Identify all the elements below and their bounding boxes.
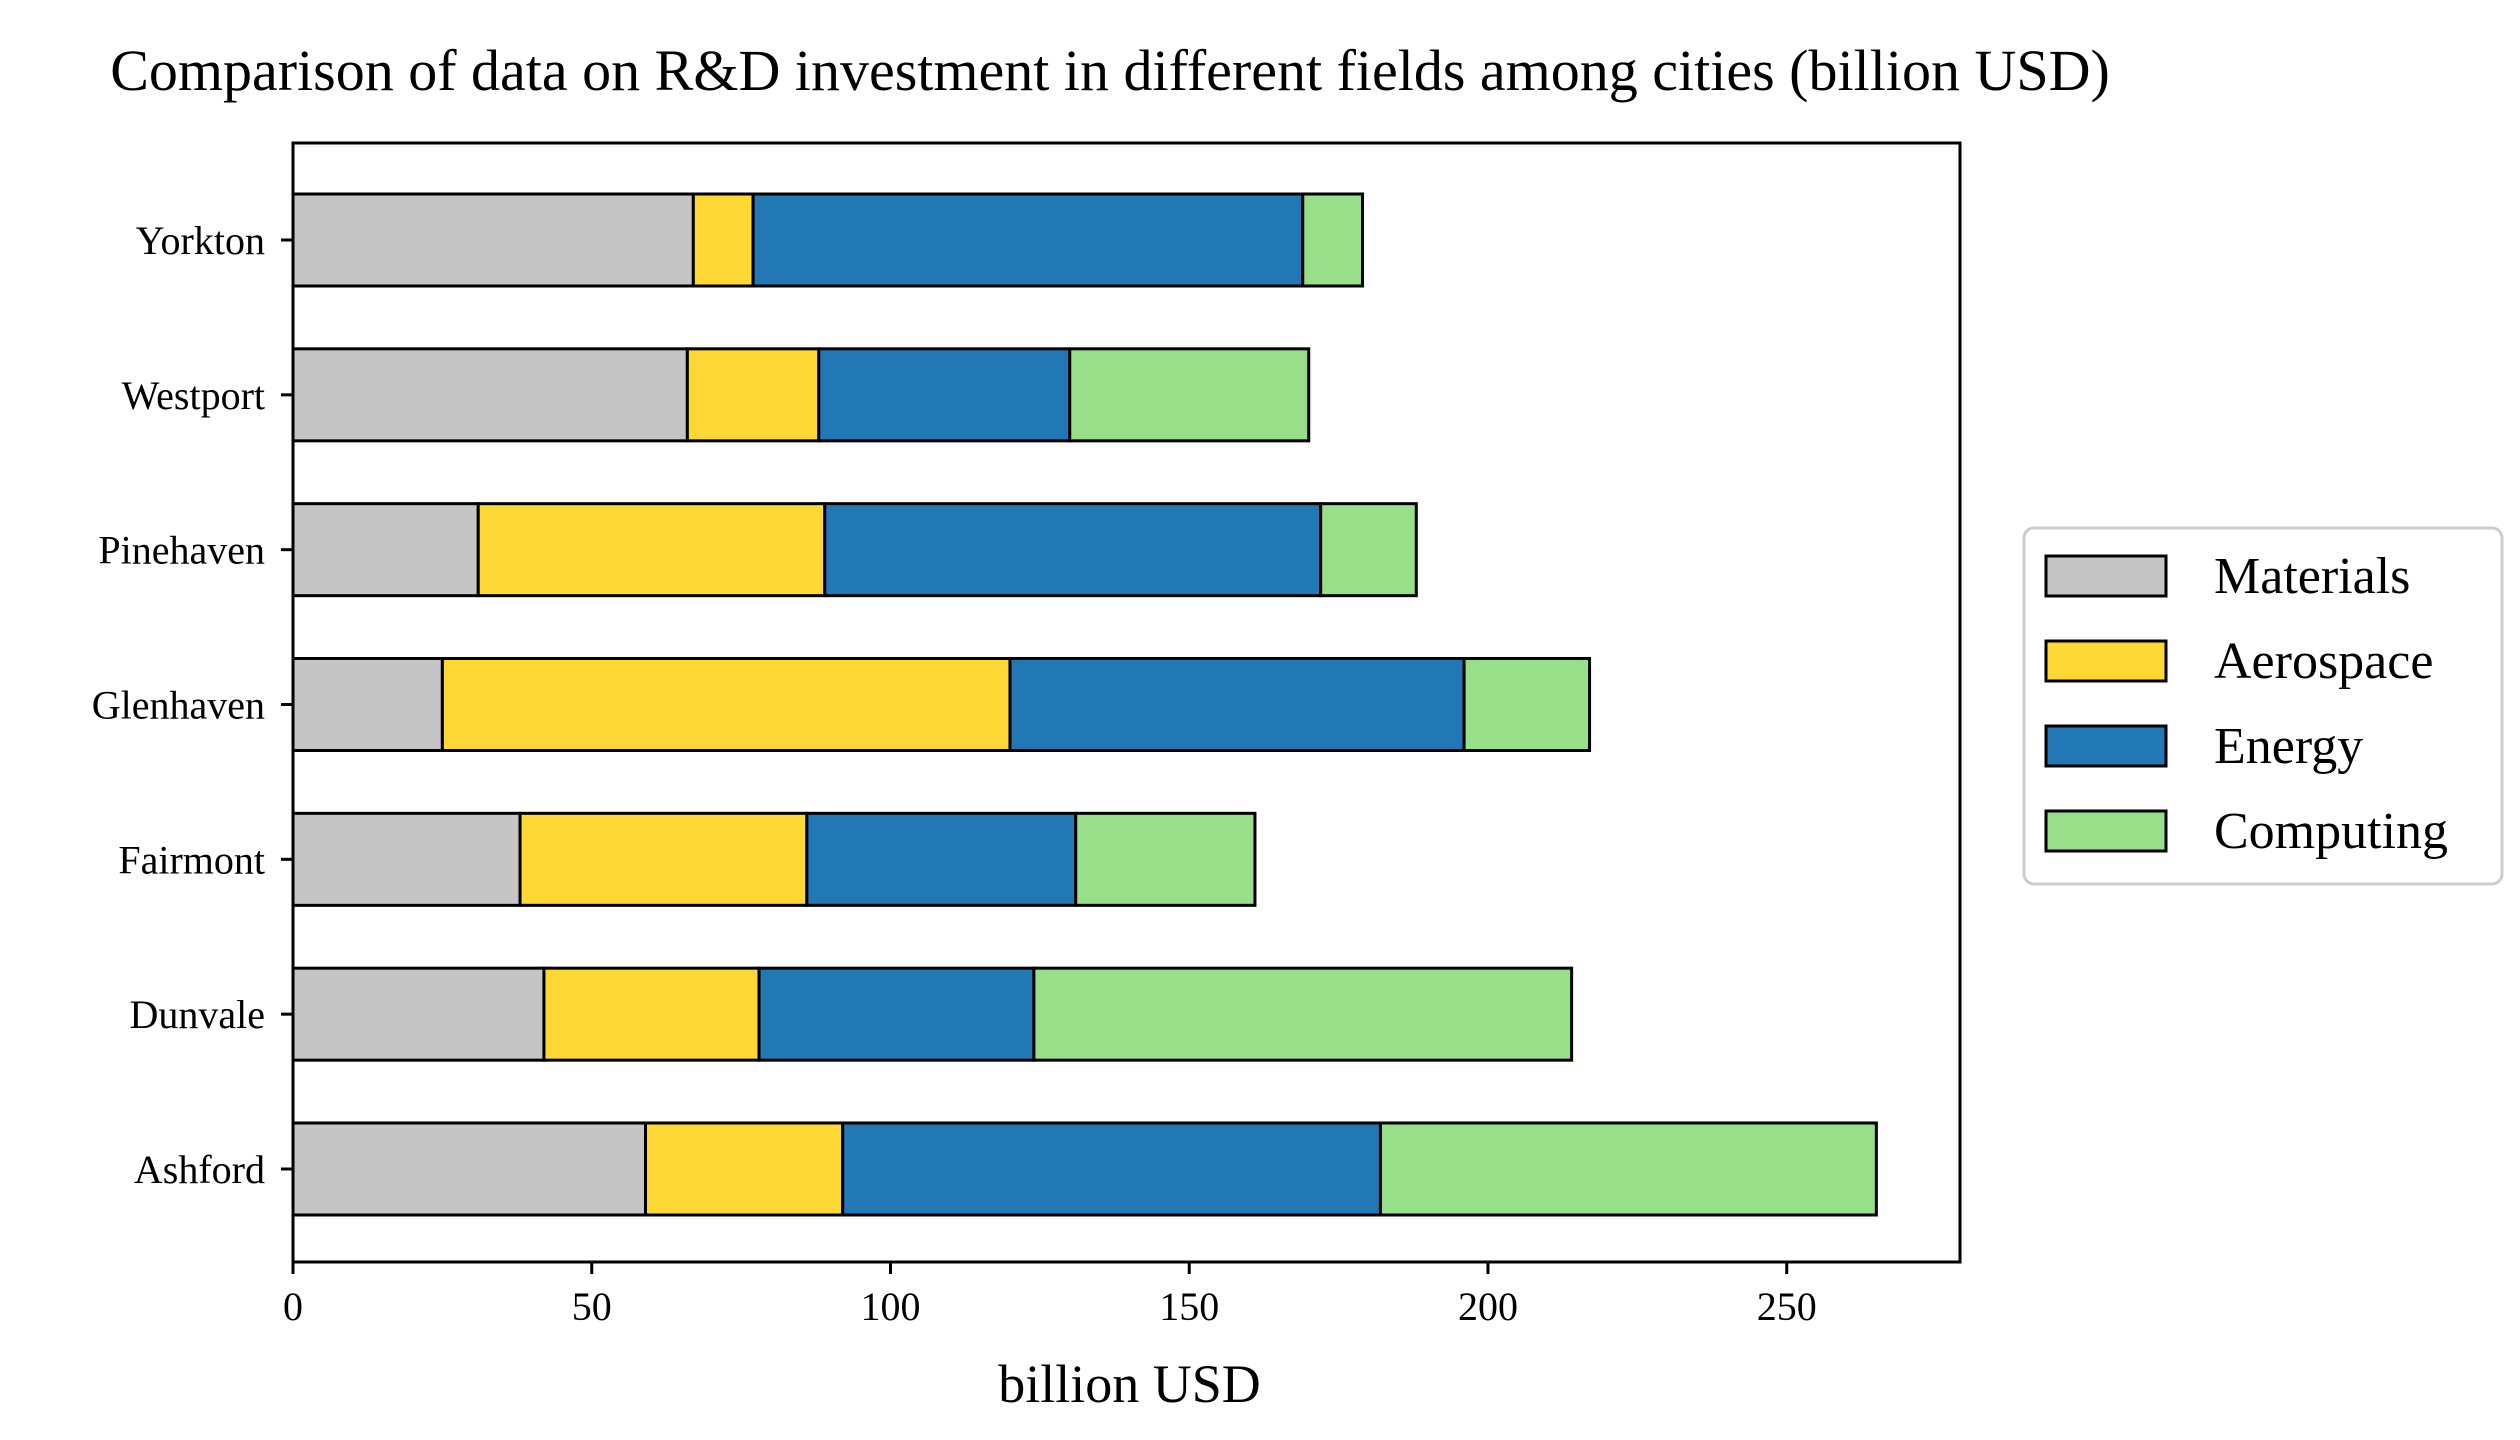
- bar-fairmont-aerospace: [518, 811, 809, 907]
- x-tick-label: 150: [1159, 1284, 1219, 1329]
- bar-westport-aerospace: [685, 347, 821, 443]
- y-tick-label: Glenhaven: [92, 683, 265, 728]
- x-tick-label: 200: [1458, 1284, 1518, 1329]
- x-tick-label: 100: [860, 1284, 920, 1329]
- y-tick-label: Yorkton: [136, 218, 265, 263]
- legend-frame: [2022, 526, 2504, 886]
- chart-title: Comparison of data on R&D investment in …: [110, 38, 2110, 103]
- legend-label-computing: Computing: [2214, 803, 2448, 860]
- x-tick-label: 0: [283, 1284, 303, 1329]
- bar-yorkton-energy: [751, 192, 1305, 288]
- bar-glenhaven-computing: [1462, 657, 1592, 752]
- bar-ashford-computing: [1378, 1121, 1878, 1217]
- bars-layer: [291, 192, 1878, 1217]
- legend-swatch-materials: [2044, 554, 2168, 598]
- x-tick-label: 250: [1757, 1284, 1817, 1329]
- bar-fairmont-energy: [805, 811, 1078, 907]
- bar-fairmont-materials: [291, 811, 522, 907]
- plot-frame: [291, 141, 1962, 1264]
- bar-ashford-aerospace: [644, 1121, 845, 1217]
- bar-glenhaven-aerospace: [440, 657, 1012, 752]
- y-tick-label: Pinehaven: [98, 528, 265, 573]
- legend-swatch-aerospace: [2044, 639, 2168, 683]
- legend-label-materials: Materials: [2214, 548, 2410, 605]
- legend: Materials Aerospace Energy Computing: [2022, 526, 2504, 886]
- bar-pinehaven-energy: [823, 502, 1323, 598]
- bar-dunvale-materials: [291, 966, 546, 1062]
- bar-westport-energy: [817, 347, 1072, 443]
- bar-dunvale-computing: [1032, 966, 1574, 1062]
- bar-pinehaven-aerospace: [476, 502, 827, 598]
- bar-ashford-energy: [841, 1121, 1382, 1217]
- legend-swatch-computing: [2044, 809, 2168, 853]
- bar-pinehaven-computing: [1319, 502, 1418, 598]
- bar-yorkton-computing: [1301, 192, 1365, 288]
- y-tick-label: Westport: [122, 373, 265, 418]
- x-axis-title: billion USD: [998, 1354, 1261, 1414]
- y-tick-label: Fairmont: [118, 837, 265, 882]
- y-tick-label: Dunvale: [129, 992, 265, 1037]
- x-tick-label: 50: [572, 1284, 612, 1329]
- bar-westport-computing: [1068, 347, 1311, 443]
- bar-glenhaven-materials: [291, 657, 444, 752]
- x-axis: 0 50 100 150 200 250: [283, 1262, 1817, 1329]
- bar-dunvale-aerospace: [542, 966, 761, 1062]
- bar-fairmont-computing: [1074, 811, 1257, 907]
- legend-label-aerospace: Aerospace: [2214, 633, 2433, 690]
- bar-dunvale-energy: [757, 966, 1036, 1062]
- y-axis: Ashford Dunvale Fairmont Glenhaven Pinehaven…: [92, 218, 293, 1192]
- bar-westport-materials: [291, 347, 689, 443]
- bar-pinehaven-materials: [291, 502, 480, 598]
- legend-swatch-energy: [2044, 724, 2168, 768]
- bar-ashford-materials: [291, 1121, 648, 1217]
- bar-glenhaven-energy: [1008, 657, 1466, 752]
- y-tick-label: Ashford: [134, 1147, 265, 1192]
- bar-yorkton-aerospace: [691, 192, 755, 288]
- bar-yorkton-materials: [291, 192, 695, 288]
- legend-label-energy: Energy: [2214, 718, 2363, 775]
